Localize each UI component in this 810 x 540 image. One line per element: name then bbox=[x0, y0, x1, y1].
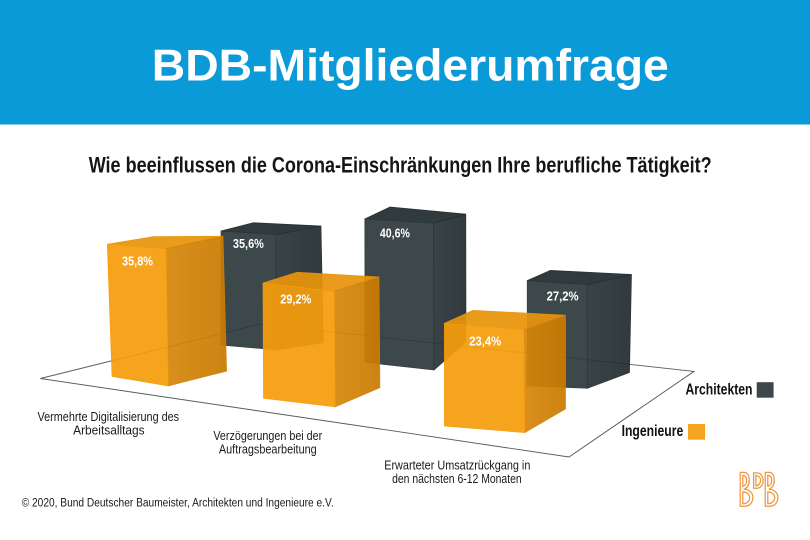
svg-text:23,4%: 23,4% bbox=[469, 333, 501, 348]
svg-text:27,2%: 27,2% bbox=[547, 289, 579, 304]
svg-text:35,8%: 35,8% bbox=[122, 254, 153, 269]
svg-text:© 2020, Bund Deutscher Baumeis: © 2020, Bund Deutscher Baumeister, Archi… bbox=[22, 498, 334, 510]
svg-text:29,2%: 29,2% bbox=[280, 292, 311, 307]
svg-text:Arbeitsalltags: Arbeitsalltags bbox=[73, 422, 145, 437]
svg-text:BDB-Mitgliederumfrage: BDB-Mitgliederumfrage bbox=[152, 41, 669, 90]
svg-text:Erwarteter Umsatzrückgang in: Erwarteter Umsatzrückgang in bbox=[384, 458, 530, 473]
svg-text:Vermehrte Digitalisierung des: Vermehrte Digitalisierung des bbox=[38, 409, 180, 424]
svg-text:Architekten: Architekten bbox=[686, 382, 753, 399]
svg-text:Ingenieure: Ingenieure bbox=[622, 423, 684, 440]
svg-text:Wie beeinflussen die Corona-Ei: Wie beeinflussen die Corona-Einschränkun… bbox=[89, 152, 712, 177]
svg-text:Verzögerungen bei der: Verzögerungen bei der bbox=[213, 428, 322, 443]
svg-text:40,6%: 40,6% bbox=[380, 226, 410, 241]
svg-text:Auftragsbearbeitung: Auftragsbearbeitung bbox=[219, 442, 317, 457]
svg-text:35,6%: 35,6% bbox=[233, 236, 264, 251]
svg-text:den nächsten 6-12 Monaten: den nächsten 6-12 Monaten bbox=[392, 471, 522, 486]
